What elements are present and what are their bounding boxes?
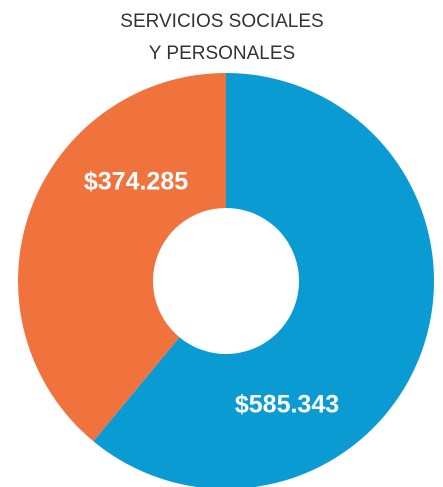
chart-title: Y PERSONALES: [149, 43, 295, 64]
donut-slice: [93, 73, 434, 487]
chart-title: SERVICIOS SOCIALES: [120, 11, 323, 32]
donut-slice: [18, 73, 227, 442]
value-label: $374.285: [84, 168, 188, 196]
value-label: $585.343: [235, 391, 339, 419]
